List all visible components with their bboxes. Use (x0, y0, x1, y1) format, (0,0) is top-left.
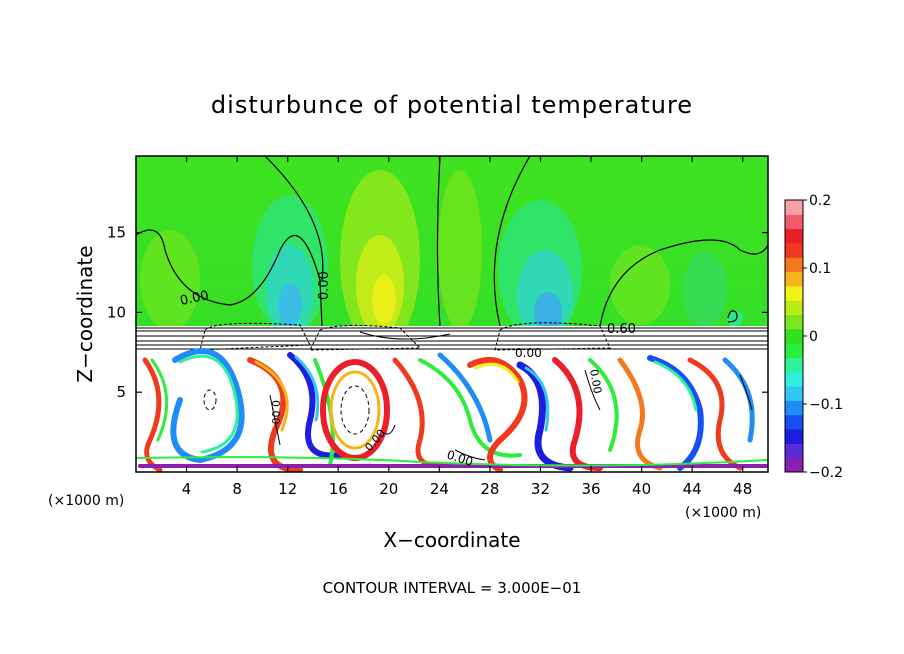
field-blob (278, 283, 302, 327)
y-axis-label: Z−coordinate (73, 245, 97, 382)
x-unit-label-left: (×1000 m) (48, 493, 124, 509)
field-blob (140, 230, 200, 330)
turbulent-structures (136, 348, 768, 472)
colorbar-swatch (785, 228, 803, 244)
contour-label: 0.00 (179, 288, 210, 309)
x-tick-label: 40 (632, 480, 651, 498)
contour-label: 0.00 (587, 368, 604, 394)
colorbar-tick-label: 0.2 (809, 193, 831, 209)
colorbar-tick-label: −0.2 (809, 465, 843, 481)
colorbar-swatch (785, 200, 803, 215)
colorbar-tick-label: 0 (809, 329, 818, 345)
contour-interval-note: CONTOUR INTERVAL = 3.000E−01 (323, 579, 582, 597)
field-blob (438, 170, 482, 330)
x-tick-label: 48 (733, 480, 752, 498)
x-tick-label: 28 (480, 480, 499, 498)
colorbar-swatch (785, 242, 803, 258)
x-tick-label: 36 (581, 480, 600, 498)
y-axis: 5 10 15 (107, 224, 768, 401)
colorbar-swatch (785, 285, 803, 301)
colorbar-ticks: 0.2 0.1 0 −0.1 −0.2 (803, 193, 843, 481)
colorbar-swatch (785, 300, 803, 316)
x-tick-label: 12 (278, 480, 297, 498)
x-tick-label: 4 (182, 480, 192, 498)
colorbar-swatch (785, 314, 803, 330)
colorbar-swatch (785, 257, 803, 273)
x-tick-label: 16 (329, 480, 348, 498)
colorbar-swatch (785, 443, 803, 459)
colorbar-swatch (785, 357, 803, 373)
field-blob (372, 275, 396, 325)
x-tick-label: 44 (683, 480, 702, 498)
field-blob (534, 292, 562, 332)
y-tick-label: 15 (107, 224, 126, 242)
colorbar-swatch (785, 371, 803, 387)
colorbar-swatch (785, 343, 803, 358)
y-tick-label: 5 (116, 383, 126, 401)
x-tick-label: 24 (430, 480, 449, 498)
x-tick-label: 32 (531, 480, 550, 498)
lower-contours (203, 369, 753, 461)
x-unit-label-right: (×1000 m) (685, 505, 761, 521)
colorbar-swatch (785, 414, 803, 430)
colorbar-swatch (785, 328, 803, 344)
colorbar-swatch (785, 457, 803, 473)
plot-frame (135, 155, 769, 473)
field-blob (683, 252, 727, 328)
x-tick-label: 20 (379, 480, 398, 498)
colorbar-swatch (785, 214, 803, 230)
inversion-contours (136, 322, 768, 351)
colorbar-swatch (785, 271, 803, 287)
field-blob (610, 245, 670, 325)
colorbar-swatch (785, 429, 803, 444)
y-tick-label: 10 (107, 303, 126, 321)
x-axis: 4 8 12 16 20 24 28 32 36 40 44 48 (182, 156, 752, 498)
x-axis-label: X−coordinate (383, 528, 520, 552)
colorbar-tick-label: 0.1 (809, 261, 831, 277)
colorbar-tick-label: −0.1 (809, 397, 843, 413)
x-tick-label: 8 (232, 480, 242, 498)
contour-label: 0.00 (317, 271, 332, 300)
contour-label: 0.00 (269, 400, 282, 425)
colorbar (784, 199, 804, 473)
colorbar-swatch (785, 400, 803, 416)
upper-contours (136, 156, 768, 327)
contour-label: 0.00 (515, 346, 542, 360)
contour-label: 0.60 (607, 322, 636, 337)
chart-title: disturbunce of potential temperature (211, 91, 693, 119)
plot-area (136, 156, 768, 472)
colorbar-swatch (785, 386, 803, 401)
